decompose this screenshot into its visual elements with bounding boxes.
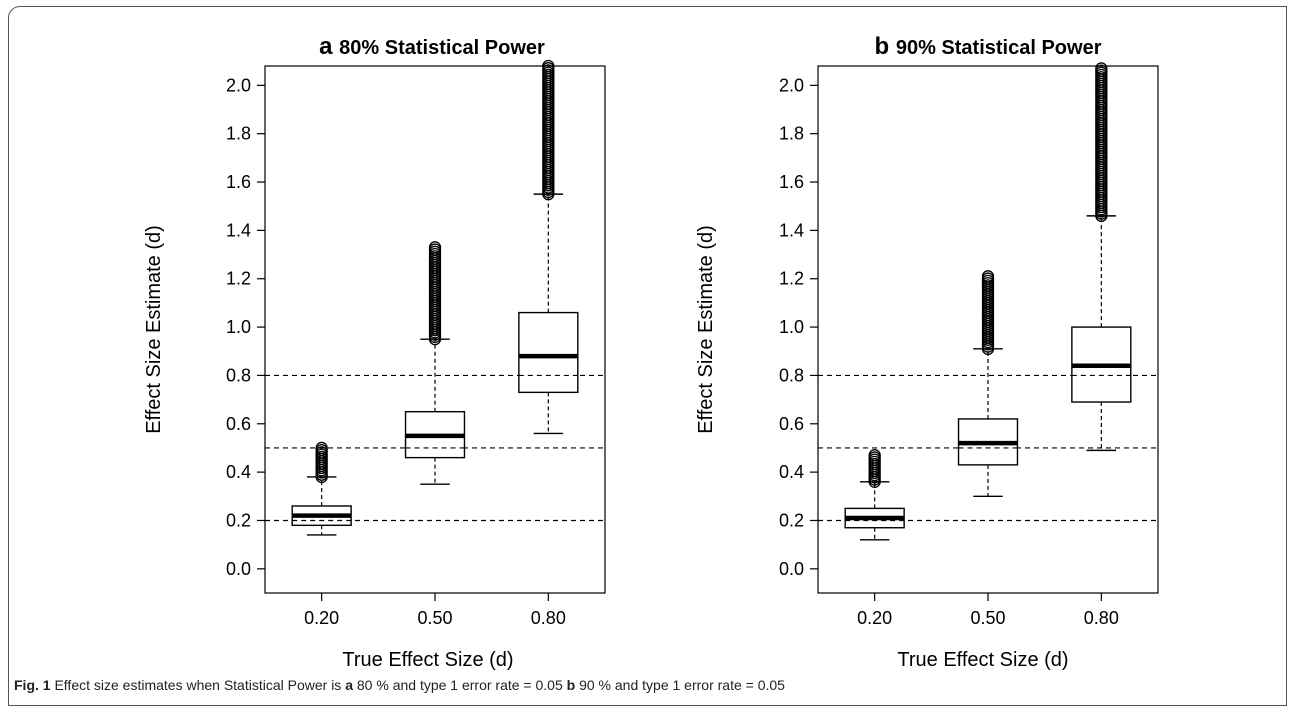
x-tick-label: 0.80 [1084,608,1119,628]
x-axis-label: True Effect Size (d) [342,649,513,671]
y-axis-label: Effect Size Estimate (d) [695,225,717,434]
box-0.20 [291,441,352,536]
caption-label: Fig. 1 [14,677,51,693]
outlier-point [868,449,881,462]
figure-frame [8,6,1287,706]
box-0.80 [518,59,579,435]
y-tick-label: 2.0 [779,75,804,95]
outlier-point [428,241,442,254]
y-tick-label: 1.2 [779,269,804,289]
outlier-point [1095,62,1108,75]
y-tick-label: 0.0 [226,559,251,579]
y-tick-label: 1.6 [226,172,251,192]
y-tick-label: 0.4 [226,462,251,482]
panel-letter: b [875,33,896,60]
outlier-point [315,441,328,455]
y-tick-label: 0.0 [779,559,804,579]
y-tick-label: 1.4 [226,220,251,240]
caption-text-2: 80 % and type 1 error rate = 0.05 [356,677,563,693]
y-tick-label: 1.0 [779,317,804,337]
y-tick-label: 2.0 [226,75,251,95]
caption-text-1: Effect size estimates when Statistical P… [54,677,342,693]
box-0.80 [1071,62,1132,452]
y-tick-label: 0.6 [779,414,804,434]
chart-title: a 80% Statistical Power [319,33,545,60]
chart-panel-a: 0.0 0.2 0.4 0.6 0.8 1.0 1.2 1.4 1.6 1.8 2.0 0.20 0.5… [143,33,606,671]
x-axis-label: True Effect Size (d) [897,649,1068,671]
x-tick-label: 0.50 [417,608,452,628]
outlier-point [542,59,555,73]
box-iqr [518,311,579,394]
y-tick-label: 0.8 [226,365,251,385]
x-tick-label: 0.20 [857,608,892,628]
panel-title-text: 90% Statistical Power [896,37,1102,59]
box-0.20 [844,449,905,541]
y-tick-label: 0.4 [779,462,804,482]
outlier-point [981,270,995,283]
figure-caption: Fig. 1 Effect size estimates when Statis… [14,677,785,693]
y-tick-label: 1.2 [226,269,251,289]
caption-letter-b: b [566,677,576,693]
chart-panel-b: 0.0 0.2 0.4 0.6 0.8 1.0 1.2 1.4 1.6 1.8 2.0 0.20 0.5… [695,33,1159,671]
y-tick-label: 1.8 [226,124,251,144]
y-tick-label: 1.0 [226,317,251,337]
y-tick-label: 0.6 [226,414,251,434]
panel-letter: a [319,33,339,60]
caption-text-3: 90 % and type 1 error rate = 0.05 [579,677,785,693]
x-tick-label: 0.20 [304,608,339,628]
y-tick-label: 1.4 [779,220,804,240]
y-tick-label: 0.2 [779,510,804,530]
y-tick-label: 1.6 [779,172,804,192]
box-0.50 [957,270,1019,498]
caption-letter-a: a [345,677,353,693]
box-0.50 [404,241,466,485]
y-tick-label: 0.8 [779,365,804,385]
panel-title-text: 80% Statistical Power [339,37,545,59]
y-tick-label: 0.2 [226,510,251,530]
x-tick-label: 0.80 [531,608,566,628]
figure-chart-area: 0.0 0.2 0.4 0.6 0.8 1.0 1.2 1.4 1.6 1.8 2.0 0.20 0.5… [143,33,1159,671]
x-tick-label: 0.50 [970,608,1005,628]
chart-title: b 90% Statistical Power [875,33,1102,60]
y-axis-label: Effect Size Estimate (d) [143,225,165,434]
y-tick-label: 1.8 [779,124,804,144]
